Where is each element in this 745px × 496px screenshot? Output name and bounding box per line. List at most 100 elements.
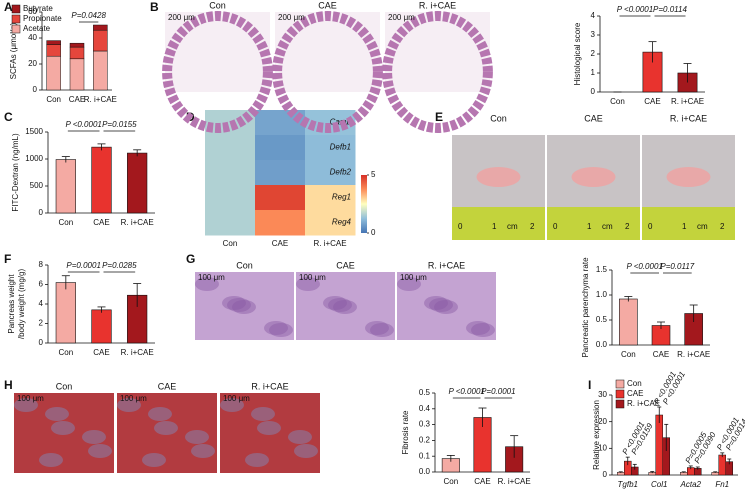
x-tick-label: R. i+CAE [677, 350, 710, 359]
heatmap-cell [305, 210, 356, 236]
y-tick-label: 0.0 [419, 467, 431, 476]
panel-letter: H [4, 378, 13, 392]
panel-letter: F [4, 252, 11, 266]
image-label: CAE [336, 260, 355, 270]
image-detail [434, 300, 458, 314]
y-tick-label: 8 [39, 260, 44, 269]
ruler-label: 2 [530, 222, 535, 231]
y-axis-label: Pancreas weight [7, 274, 16, 334]
x-tick-label: Con [443, 477, 458, 486]
p-value: P=0.0428 [71, 11, 106, 20]
y-tick-label: 0.5 [419, 388, 431, 397]
image-label: R. i+CAE [251, 381, 288, 391]
image-label: Con [209, 0, 226, 10]
scale-label: 100 μm [400, 273, 427, 282]
image-detail [185, 430, 209, 444]
image-detail [294, 444, 318, 458]
bar-segment [46, 44, 61, 57]
legend-label: Con [627, 379, 642, 388]
x-tick-label: R. i+CAE [121, 348, 154, 357]
scale-label: 200 μm [278, 13, 305, 22]
scale-label: 200 μm [388, 13, 415, 22]
image-detail [232, 300, 256, 314]
ruler-label: cm [602, 222, 613, 231]
y-tick-label: 60 [28, 7, 37, 16]
ruler-label: 2 [720, 222, 725, 231]
image-detail [251, 407, 275, 421]
image [195, 272, 294, 340]
scale-label: 100 μm [198, 273, 225, 282]
image-detail [666, 167, 711, 187]
ruler-label: 1 [492, 222, 497, 231]
y-tick-label: 4 [39, 299, 44, 308]
legend-label: Butyrate [23, 4, 53, 13]
y-axis-label: Pancreatic parenchyma rate [581, 257, 590, 358]
y-tick-label: 0.2 [419, 436, 431, 445]
ruler [547, 207, 640, 240]
image-detail [272, 11, 383, 133]
image-detail [429, 298, 453, 312]
panel-letter: G [186, 252, 195, 266]
image-detail [269, 323, 293, 337]
legend-swatch [11, 14, 21, 24]
scale-label: 100 μm [223, 394, 250, 403]
image-detail [382, 11, 493, 133]
image-label: CAE [318, 0, 337, 10]
ruler [642, 207, 735, 240]
bar [718, 454, 726, 476]
image-label: CAE [158, 381, 177, 391]
y-tick-label: 0.4 [419, 404, 431, 413]
legend-swatch [11, 24, 21, 34]
image-detail [142, 453, 166, 467]
image-detail [333, 300, 357, 314]
column-label: Con [223, 239, 238, 248]
bar [55, 159, 76, 214]
y-tick-label: 2 [39, 319, 44, 328]
image [397, 272, 496, 340]
heatmap-cell [205, 160, 256, 186]
image-label: R. i+CAE [419, 0, 456, 10]
heatmap-cell [305, 135, 356, 161]
image [165, 12, 270, 92]
y-tick-label: 0 [39, 338, 44, 347]
scale-label: 100 μm [17, 394, 44, 403]
x-tick-label: Con [46, 95, 61, 104]
y-tick-label: 0.1 [419, 451, 431, 460]
p-value: P=0.0117 [660, 262, 694, 271]
image-detail [191, 444, 215, 458]
colorbar [361, 175, 367, 233]
bar-segment [46, 55, 61, 91]
image-detail [466, 321, 490, 335]
ruler-label: cm [507, 222, 518, 231]
colorbar-label: 0 [371, 228, 376, 237]
image-label: Con [490, 113, 507, 123]
legend-label: R. i+CAE [627, 399, 660, 408]
image-label: CAE [584, 113, 603, 123]
image-detail [88, 444, 112, 458]
legend-swatch [615, 389, 625, 399]
image-detail [264, 321, 288, 335]
ruler-label: 1 [587, 222, 592, 231]
heatmap-cell [205, 210, 256, 236]
scale-label: 200 μm [168, 13, 195, 22]
image-detail [476, 167, 521, 187]
image-detail [51, 421, 75, 435]
p-value: P=0.0001 [481, 387, 515, 396]
legend-label: Acetate [23, 24, 51, 33]
p-value: P <0.0001 [448, 387, 484, 396]
row-label: Reg4 [332, 218, 352, 227]
legend-swatch [615, 399, 625, 409]
image-detail [571, 167, 616, 187]
x-tick-label: Fn1 [715, 480, 729, 489]
image-detail [227, 298, 251, 312]
x-tick-label: R. i+CAE [671, 97, 704, 106]
x-tick-label: Con [610, 97, 625, 106]
legend-swatch [615, 379, 625, 389]
image [14, 393, 114, 473]
image-label: R. i+CAE [670, 113, 707, 123]
image-detail [323, 296, 347, 310]
x-tick-label: CAE [93, 348, 109, 357]
y-tick-label: 4 [591, 11, 596, 20]
bar-segment [93, 29, 108, 52]
